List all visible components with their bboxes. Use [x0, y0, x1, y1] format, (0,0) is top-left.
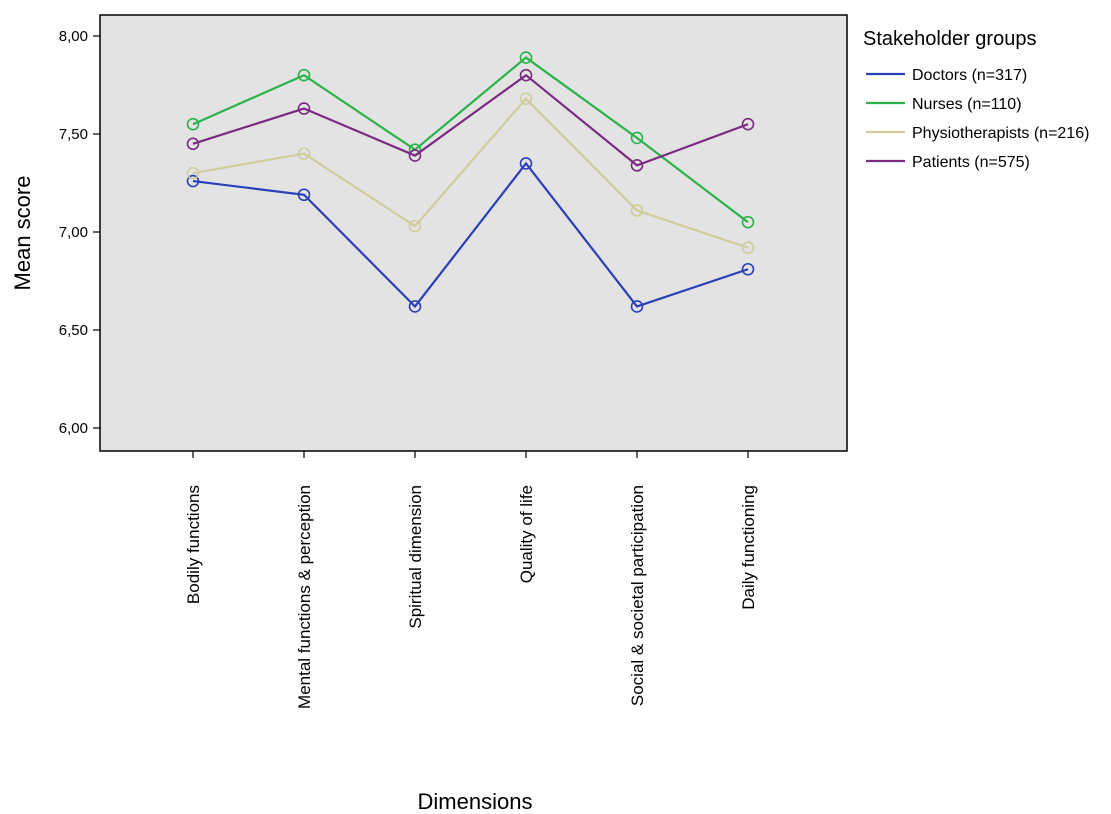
data-point	[408, 149, 422, 162]
data-point	[741, 215, 755, 229]
x-tick-label: Mental functions & perception	[295, 485, 314, 709]
data-point	[630, 300, 644, 313]
legend-label: Doctors (n=317)	[912, 67, 1027, 84]
legend-entry: Physiotherapists (n=216)	[866, 125, 1089, 142]
data-point	[741, 262, 755, 276]
series-line	[192, 73, 749, 167]
data-point	[408, 300, 422, 313]
data-point	[186, 166, 200, 180]
data-point	[408, 219, 422, 233]
data-point	[519, 157, 533, 170]
legend-label: Patients (n=575)	[912, 154, 1030, 171]
data-point	[186, 174, 200, 188]
legend: Stakeholder groups Doctors (n=317) Nurses…	[863, 28, 1089, 171]
data-point	[186, 117, 200, 131]
data-point	[519, 92, 533, 106]
x-tick-label: Social & societal participation	[628, 485, 647, 706]
y-tick-label: 7,00	[59, 224, 88, 241]
legend-title: Stakeholder groups	[863, 28, 1036, 50]
y-tick-label: 6,50	[59, 322, 88, 339]
series-line	[192, 161, 749, 309]
data-point	[297, 188, 311, 202]
x-axis: Bodily functions Mental functions & perce…	[184, 451, 758, 709]
plot-area	[99, 14, 848, 452]
data-point	[741, 117, 755, 131]
y-tick-label: 6,00	[59, 420, 88, 437]
series-layer	[186, 51, 755, 313]
data-point	[741, 241, 755, 254]
data-point	[297, 68, 311, 82]
y-axis-title: Mean score	[10, 176, 35, 291]
data-point	[297, 102, 311, 115]
x-tick-label: Daily functioning	[739, 485, 758, 610]
legend-label: Physiotherapists (n=216)	[912, 125, 1089, 142]
legend-entry: Nurses (n=110)	[866, 96, 1022, 113]
y-tick-label: 8,00	[59, 28, 88, 45]
data-point	[630, 131, 644, 145]
data-point	[519, 68, 533, 82]
y-axis: 6,00 6,50 7,00 7,50 8,00	[59, 28, 100, 437]
data-point	[186, 137, 200, 151]
x-tick-label: Bodily functions	[184, 485, 203, 604]
data-point	[519, 51, 533, 64]
legend-entry: Doctors (n=317)	[866, 67, 1027, 84]
data-point	[630, 159, 644, 172]
legend-entry: Patients (n=575)	[866, 154, 1030, 171]
data-point	[297, 147, 311, 160]
series-line	[192, 97, 749, 249]
x-tick-label: Quality of life	[517, 485, 536, 583]
series-0	[186, 157, 755, 313]
y-tick-label: 7,50	[59, 126, 88, 143]
series-3	[186, 68, 755, 172]
legend-label: Nurses (n=110)	[912, 96, 1022, 113]
x-axis-title: Dimensions	[418, 789, 533, 814]
series-2	[186, 92, 755, 254]
x-tick-label: Spiritual dimension	[406, 485, 425, 629]
series-line	[192, 56, 749, 224]
series-1	[186, 51, 755, 229]
data-point	[630, 204, 644, 217]
